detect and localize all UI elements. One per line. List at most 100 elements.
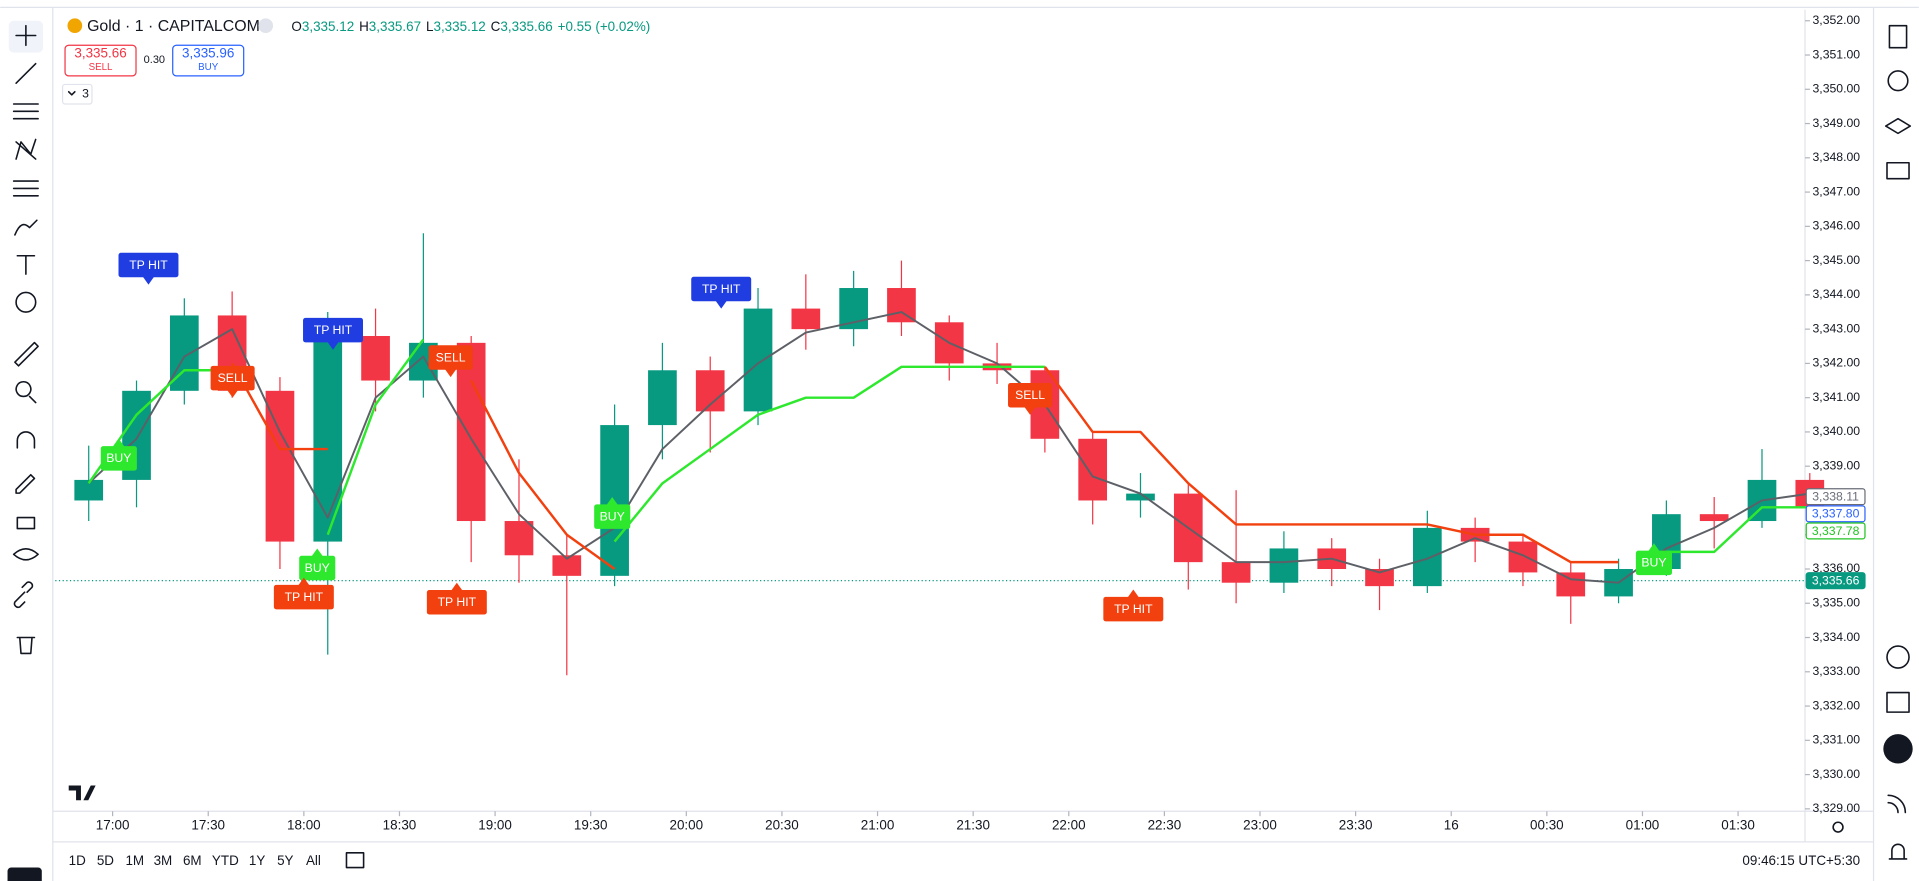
ohlc-change: +0.55 (+0.02%) <box>558 18 651 33</box>
candle-body <box>1221 562 1251 583</box>
timeframe-button[interactable]: 1D <box>69 853 86 868</box>
x-tick-label: 16 <box>1444 817 1459 832</box>
x-tick-label: 01:30 <box>1721 817 1755 832</box>
fib-tool[interactable] <box>12 103 39 120</box>
brush-tool[interactable] <box>14 219 38 236</box>
signal-text: SELL <box>1015 388 1045 402</box>
chevron <box>67 90 76 96</box>
y-tick-label: 3,339.00 <box>1813 458 1861 472</box>
timeframe-button[interactable]: 3M <box>154 853 173 868</box>
calendar-icon[interactable] <box>1886 691 1910 713</box>
spread: 0.30 <box>144 54 165 66</box>
price-label-box <box>1805 572 1866 590</box>
signal-box <box>428 345 473 370</box>
timeframe-bar: 1D 5D 1M 3M 6M YTD 1Y 5Y All <box>69 853 321 868</box>
lock-draw-tool[interactable] <box>15 473 36 494</box>
y-tick-label: 3,342.00 <box>1813 356 1861 370</box>
signal-text: SELL <box>436 350 466 364</box>
x-tick-label: 21:30 <box>956 817 990 832</box>
signal-label: TP HIT <box>1103 589 1164 622</box>
timeframe-button[interactable]: All <box>306 853 321 868</box>
x-tick-label: 00:30 <box>1530 817 1564 832</box>
timeframe-button[interactable]: 5Y <box>277 853 293 868</box>
ohlc-key: O <box>291 18 301 33</box>
sell-label: SELL <box>89 62 113 73</box>
notifications-icon[interactable] <box>1888 843 1908 860</box>
zoom-tool[interactable] <box>15 380 37 404</box>
indicators-toggle[interactable] <box>61 83 93 105</box>
signal-text: TP HIT <box>285 590 324 604</box>
y-tick-label: 3,351.00 <box>1813 47 1861 61</box>
indicators-count: 3 <box>82 86 89 100</box>
settings-icon[interactable] <box>1832 821 1844 833</box>
candle-body <box>1365 568 1394 587</box>
timeframe-button[interactable]: 6M <box>183 853 202 868</box>
indicator-line <box>231 362 1619 570</box>
chat-icon[interactable] <box>1886 161 1910 180</box>
x-tick-label: 17:00 <box>96 817 130 832</box>
signal-box <box>303 317 363 343</box>
x-tick-label: 17:30 <box>191 817 225 832</box>
date-range-icon[interactable] <box>345 852 365 869</box>
watchlist-icon[interactable] <box>1888 24 1908 49</box>
signal-pointer <box>1023 406 1037 415</box>
ohlc-value: 3,335.66 <box>500 18 552 33</box>
magnet-tool[interactable] <box>16 431 36 449</box>
projection-tool[interactable] <box>12 180 39 197</box>
signal-text: SELL <box>218 371 248 385</box>
ohlc-value: 3,335.12 <box>302 18 354 33</box>
signal-label: TP HIT <box>273 577 334 610</box>
tv-logo <box>68 785 96 801</box>
layers-icon[interactable] <box>1884 117 1912 135</box>
price-label: 3,337.78 <box>1812 524 1860 538</box>
signal-text: BUY <box>305 561 330 575</box>
text-tool[interactable] <box>16 254 36 275</box>
timeframe-button[interactable]: 5D <box>97 853 114 868</box>
emoji-tool[interactable] <box>15 291 37 313</box>
signal-pointer <box>112 438 125 448</box>
candle-body <box>504 521 534 556</box>
market-status <box>258 18 274 34</box>
stream-icon[interactable] <box>1887 794 1907 814</box>
trendline-tool[interactable] <box>15 62 37 85</box>
x-tick-label: 20:00 <box>669 817 703 832</box>
ohlc-value: 3,335.12 <box>433 18 485 33</box>
lock-tool[interactable] <box>16 516 36 530</box>
link-tool[interactable] <box>13 581 34 609</box>
signal-label: TP HIT <box>303 317 363 350</box>
delete-tool[interactable] <box>16 636 36 655</box>
symbol-title[interactable]: Gold · 1 · CAPITALCOM <box>87 18 260 35</box>
signal-box <box>1008 382 1053 408</box>
candle-body <box>1269 548 1299 583</box>
timeframe-button[interactable]: 1M <box>125 853 144 868</box>
indicator-line <box>87 311 1810 584</box>
y-tick-label: 3,329.00 <box>1813 801 1861 815</box>
timeframe-button[interactable]: 1Y <box>249 853 265 868</box>
signal-label: BUY <box>594 497 631 529</box>
y-tick-label: 3,352.00 <box>1813 13 1861 27</box>
hide-tool[interactable] <box>12 547 39 561</box>
sell-button[interactable] <box>64 44 137 77</box>
pattern-tool[interactable] <box>15 138 37 160</box>
target-icon[interactable] <box>1886 645 1910 669</box>
price-label-box <box>1805 522 1866 540</box>
alerts-icon[interactable] <box>1887 70 1909 92</box>
timeframe-button[interactable]: YTD <box>212 853 239 868</box>
candle-body <box>1508 541 1538 573</box>
apps-icon[interactable] <box>1883 734 1913 764</box>
candle-body <box>743 308 773 412</box>
buy-button[interactable] <box>172 44 245 77</box>
signal-text: TP HIT <box>314 323 353 337</box>
signal-box <box>594 504 631 529</box>
sell-price: 3,335.66 <box>74 45 126 60</box>
candle-body <box>552 555 582 576</box>
ruler-tool[interactable] <box>14 341 39 367</box>
candle-body <box>74 479 104 501</box>
account-icon[interactable] <box>7 867 42 881</box>
crosshair-tool[interactable] <box>15 24 37 47</box>
y-tick-label: 3,336.00 <box>1813 561 1861 575</box>
x-tick-label: 20:30 <box>765 817 799 832</box>
y-tick-label: 3,334.00 <box>1813 630 1861 644</box>
x-tick-label: 19:00 <box>478 817 512 832</box>
